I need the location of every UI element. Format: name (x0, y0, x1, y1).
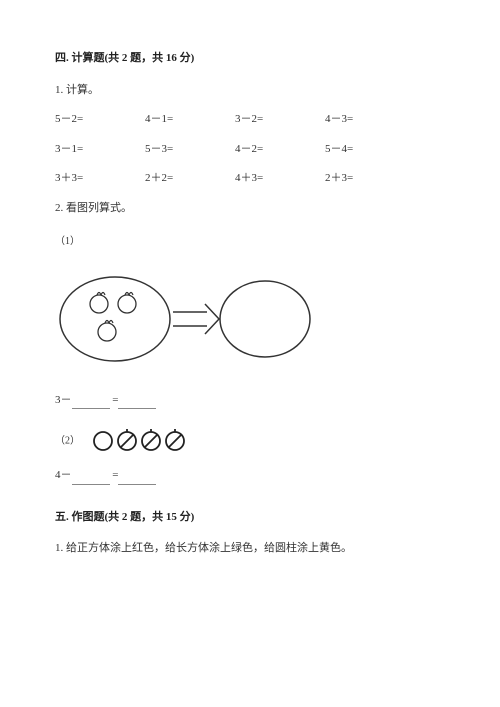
calc-item: 2＋2= (145, 170, 235, 188)
calc-row-3: 3＋3= 2＋2= 4＋3= 2＋3= (55, 170, 445, 188)
calc-item: 5－2= (55, 111, 145, 129)
calc-item: 3－2= (235, 111, 325, 129)
blank (118, 473, 156, 485)
q1-label: 1. 计算。 (55, 82, 445, 100)
eq-prefix: 3－ (55, 394, 72, 406)
calc-item: 4－1= (145, 111, 235, 129)
calc-item: 3＋3= (55, 170, 145, 188)
ellipse-diagram (55, 264, 315, 374)
blank (72, 397, 110, 409)
section4-title: 四. 计算题(共 2 题，共 16 分) (55, 50, 445, 68)
circles-diagram (91, 429, 191, 453)
q2-part2-row: （2） (55, 429, 445, 453)
section5-q1: 1. 给正方体涂上红色，给长方体涂上绿色，给圆柱涂上黄色。 (55, 540, 445, 558)
q2-part1-equation: 3－ = (55, 392, 445, 410)
calc-item: 4－2= (235, 141, 325, 159)
calc-item: 4－3= (325, 111, 415, 129)
calc-row-1: 5－2= 4－1= 3－2= 4－3= (55, 111, 445, 129)
eq-prefix: 4－ (55, 469, 72, 481)
calc-row-2: 3－1= 5－3= 4－2= 5－4= (55, 141, 445, 159)
blank (72, 473, 110, 485)
calc-item: 5－4= (325, 141, 415, 159)
section5-title: 五. 作图题(共 2 题，共 15 分) (55, 509, 445, 527)
calc-item: 4＋3= (235, 170, 325, 188)
q2-part1-paren: （1） (55, 234, 445, 250)
blank (118, 397, 156, 409)
q2-part2-equation: 4－ = (55, 467, 445, 485)
calc-item: 2＋3= (325, 170, 415, 188)
calc-item: 5－3= (145, 141, 235, 159)
q2-part2-paren: （2） (55, 436, 80, 447)
q2-label: 2. 看图列算式。 (55, 200, 445, 218)
calc-item: 3－1= (55, 141, 145, 159)
